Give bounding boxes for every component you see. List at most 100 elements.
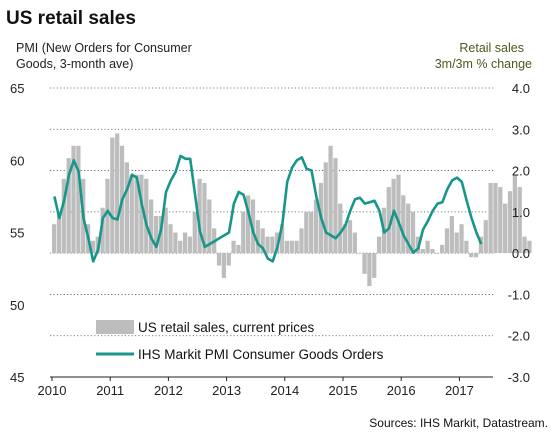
bar-23 xyxy=(163,207,168,254)
x-tick-6: 2016 xyxy=(387,383,416,398)
bar-40 xyxy=(246,195,251,254)
bar-58 xyxy=(333,158,338,254)
bar-82 xyxy=(449,215,454,254)
bar-49 xyxy=(289,240,294,254)
x-tick-5: 2015 xyxy=(329,383,358,398)
bar-53 xyxy=(309,211,314,254)
bar-42 xyxy=(255,220,260,254)
bar-17 xyxy=(134,174,139,254)
x-tick-1: 2011 xyxy=(96,383,124,398)
bar-27 xyxy=(182,232,188,254)
bar-79 xyxy=(435,253,440,254)
bar-31 xyxy=(202,182,207,254)
x-tick-2: 2012 xyxy=(154,383,183,398)
chart-title: US retail sales xyxy=(6,8,136,29)
bar-88 xyxy=(478,236,484,254)
bar-13 xyxy=(115,133,120,254)
x-tick-4: 2014 xyxy=(270,383,299,398)
bar-1 xyxy=(56,211,62,254)
bar-47 xyxy=(279,224,285,254)
bar-48 xyxy=(284,240,290,254)
bar-54 xyxy=(313,199,319,254)
bar-38 xyxy=(236,244,241,254)
right-tick-1: 3.0 xyxy=(512,122,530,137)
bar-93 xyxy=(503,203,508,254)
bar-57 xyxy=(328,145,333,254)
x-tick-0: 2010 xyxy=(38,383,67,398)
left-axis-label-line-2: Goods, 3-month ave) xyxy=(16,57,133,71)
bar-56 xyxy=(323,162,328,254)
bar-44 xyxy=(265,236,270,254)
pmi-line-path xyxy=(53,154,483,263)
bar-11 xyxy=(105,178,110,254)
bar-18 xyxy=(139,174,144,254)
bar-78 xyxy=(430,249,435,254)
bar-77 xyxy=(425,240,430,254)
bar-59 xyxy=(338,203,343,254)
bar-52 xyxy=(304,211,309,254)
bar-21 xyxy=(153,215,159,254)
right-axis-ticks: 4.0 3.0 2.0 1.0 0.0 -1.0 -2.0 -3.0 xyxy=(508,81,530,385)
bar-74 xyxy=(410,211,416,254)
bar-81 xyxy=(444,228,450,254)
right-tick-2: 2.0 xyxy=(512,164,530,179)
bar-65 xyxy=(367,253,372,287)
bar-90 xyxy=(488,182,493,254)
legend: US retail sales, current prices IHS Mark… xyxy=(96,320,384,362)
right-tick-5: -1.0 xyxy=(508,287,530,302)
bar-4 xyxy=(71,145,76,254)
left-axis-ticks: 65 60 55 50 45 xyxy=(10,81,24,385)
right-axis-label-line-1: Retail sales xyxy=(459,41,524,55)
x-tick-7: 2017 xyxy=(445,383,474,398)
right-axis-label-line-2: 3m/3m % change xyxy=(435,57,532,71)
bar-80 xyxy=(440,244,445,254)
bar-28 xyxy=(187,236,193,254)
bar-34 xyxy=(216,253,222,266)
legend-line-label: IHS Markit PMI Consumer Goods Orders xyxy=(138,347,384,362)
bar-92 xyxy=(498,187,503,254)
pmi-line xyxy=(53,154,483,263)
bar-87 xyxy=(473,253,479,258)
bar-24 xyxy=(168,224,173,254)
bar-62 xyxy=(352,232,357,254)
right-tick-0: 4.0 xyxy=(512,81,530,96)
bar-86 xyxy=(469,253,474,258)
bar-83 xyxy=(454,232,459,254)
bar-96 xyxy=(517,187,522,254)
right-tick-4: 0.0 xyxy=(512,246,530,261)
left-tick-4: 45 xyxy=(10,370,24,385)
left-axis-label-line-1: PMI (New Orders for Consumer xyxy=(16,41,192,55)
bar-16 xyxy=(129,174,134,254)
source-note: Sources: IHS Markit, Datastream. xyxy=(369,416,548,430)
bar-95 xyxy=(512,174,517,254)
bar-84 xyxy=(459,224,464,254)
bar-61 xyxy=(347,220,353,254)
bar-36 xyxy=(226,253,231,266)
left-tick-0: 65 xyxy=(10,81,24,96)
bar-20 xyxy=(149,199,154,254)
bar-35 xyxy=(221,253,226,278)
bar-5 xyxy=(76,145,81,254)
bar-98 xyxy=(527,240,532,254)
x-axis-ticks: 2010 2011 2012 2013 2014 2015 2016 2017 xyxy=(38,377,474,398)
bar-12 xyxy=(110,137,115,254)
bar-67 xyxy=(376,236,382,254)
left-tick-1: 60 xyxy=(10,153,24,168)
x-tick-3: 2013 xyxy=(212,383,241,398)
bar-39 xyxy=(241,211,246,254)
right-tick-6: -2.0 xyxy=(508,329,530,344)
left-tick-2: 55 xyxy=(10,226,24,241)
bar-3 xyxy=(66,158,71,254)
bar-43 xyxy=(260,228,265,254)
right-tick-7: -3.0 xyxy=(508,370,530,385)
bar-94 xyxy=(507,191,513,254)
left-tick-3: 50 xyxy=(10,298,24,313)
bar-51 xyxy=(299,228,304,254)
bar-0 xyxy=(52,224,57,254)
bar-63 xyxy=(357,253,362,254)
bar-2 xyxy=(61,178,66,254)
bar-72 xyxy=(401,195,406,254)
bar-85 xyxy=(464,240,469,254)
bar-45 xyxy=(270,236,275,254)
